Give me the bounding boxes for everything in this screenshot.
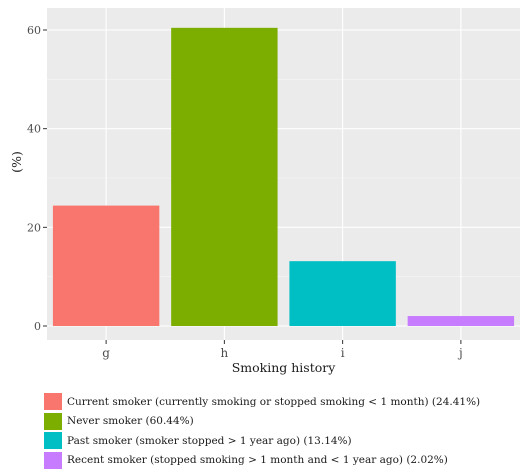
legend-swatch-past-smoker bbox=[44, 432, 62, 449]
x-axis-label: Smoking history bbox=[232, 360, 337, 375]
y-axis-label: (%) bbox=[9, 151, 24, 173]
legend-swatch-never-smoker bbox=[44, 412, 62, 430]
legend-label-past-smoker: Past smoker (smoker stopped > 1 year ago… bbox=[67, 434, 352, 447]
legend-item-recent-smoker: Recent smoker (stopped smoking > 1 month… bbox=[44, 451, 524, 470]
bar-h bbox=[171, 27, 278, 326]
y-tick-label: 20 bbox=[27, 221, 41, 234]
y-tick-label: 60 bbox=[27, 24, 41, 37]
legend-label-recent-smoker: Recent smoker (stopped smoking > 1 month… bbox=[67, 454, 448, 466]
x-tick-label: j bbox=[457, 346, 463, 360]
legend-swatch-current-smoker bbox=[44, 393, 62, 410]
x-tick-label: h bbox=[221, 346, 229, 360]
legend-swatch-recent-smoker bbox=[44, 451, 62, 469]
legend-item-past-smoker: Past smoker (smoker stopped > 1 year ago… bbox=[44, 431, 524, 450]
x-tick-label: g bbox=[102, 346, 110, 360]
bar-g bbox=[52, 205, 160, 326]
legend-label-current-smoker: Current smoker (currently smoking or sto… bbox=[67, 395, 481, 408]
legend-item-current-smoker: Current smoker (currently smoking or sto… bbox=[44, 392, 524, 411]
y-tick-label: 0 bbox=[34, 320, 41, 333]
legend: Current smoker (currently smoking or sto… bbox=[44, 392, 524, 470]
bar-i bbox=[289, 261, 396, 326]
legend-label-never-smoker: Never smoker (60.44%) bbox=[67, 415, 194, 427]
bar-j bbox=[407, 316, 515, 326]
bar-chart: 0 20 40 60 g h i j (%) Smoking history bbox=[9, 8, 520, 375]
x-tick-label: i bbox=[341, 346, 345, 360]
legend-item-never-smoker: Never smoker (60.44%) bbox=[44, 412, 524, 431]
y-tick-label: 40 bbox=[27, 123, 41, 136]
